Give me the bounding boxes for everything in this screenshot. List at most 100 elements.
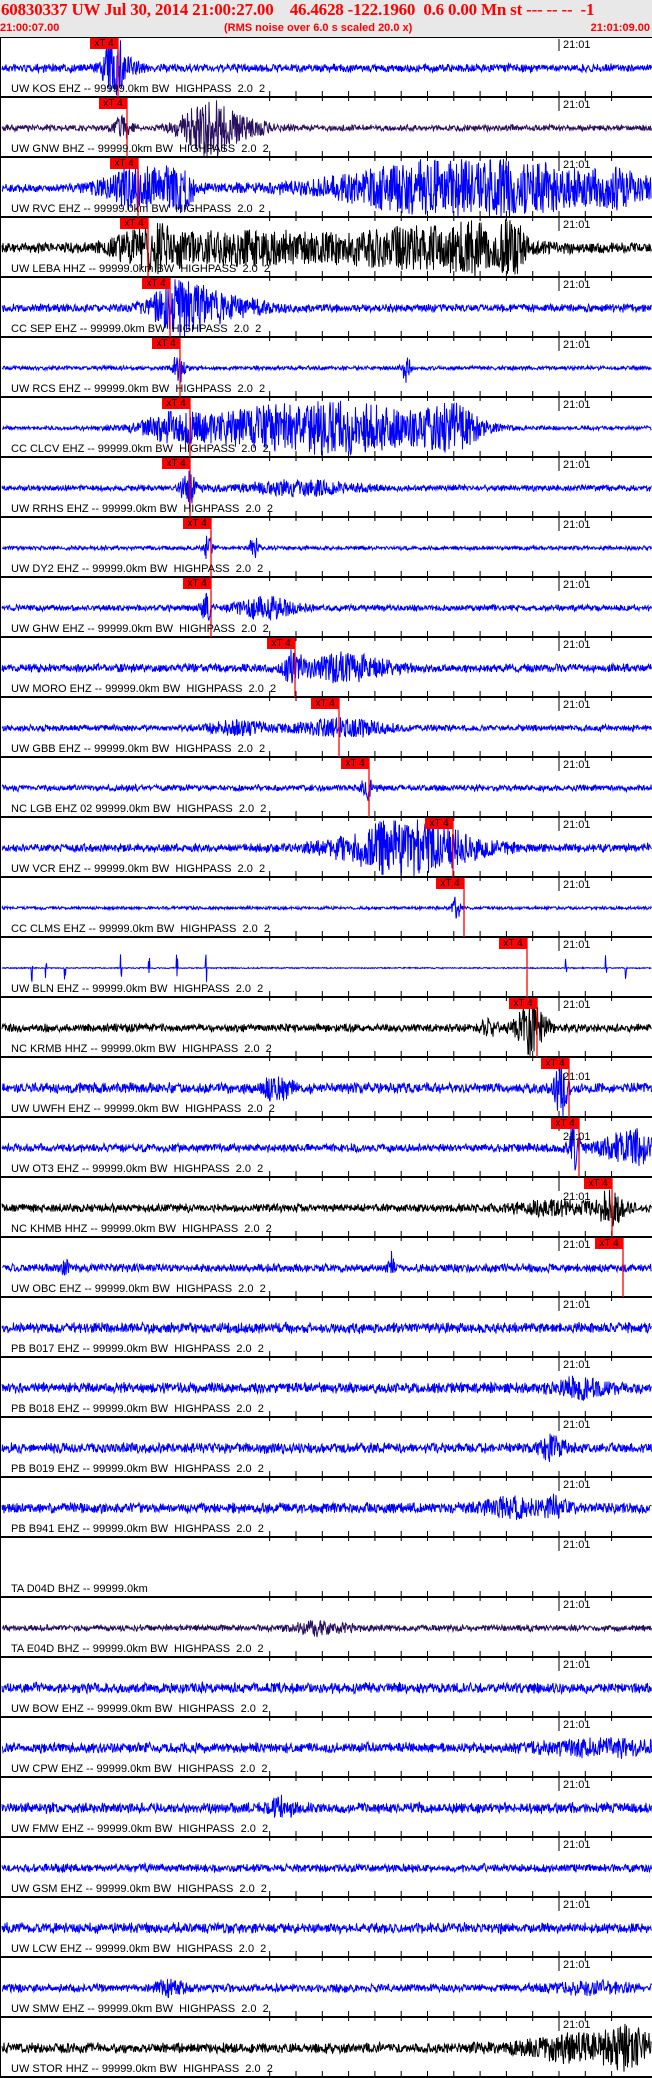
start-time: 21:00:07.00: [0, 22, 60, 34]
waveform-gsm: [1, 1861, 652, 1874]
pick-marker[interactable]: xT 4: [551, 1118, 579, 1129]
minute-label: 21:01: [563, 1599, 591, 1611]
minute-label: 21:01: [563, 1071, 591, 1083]
waveform-ghw: [1, 592, 652, 621]
waveform-vcr: [1, 819, 652, 877]
pick-marker[interactable]: xT 4: [90, 38, 118, 49]
trace-row: [1, 2019, 652, 2078]
station-label: TA D04D BHZ -- 99999.0km: [11, 1583, 148, 1595]
trace-row: [1, 1839, 652, 1901]
minute-label: 21:01: [563, 219, 591, 231]
minute-label: 21:01: [563, 1191, 591, 1203]
minute-label: 21:01: [563, 1239, 591, 1251]
station-label: PB B018 EHZ -- 99999.0km BW HIGHPASS 2.0…: [11, 1403, 264, 1415]
waveform-b941: [1, 1493, 652, 1520]
station-label: UW MORO EHZ -- 99999.0km BW HIGHPASS 2.0…: [11, 683, 277, 695]
minute-label: 21:01: [563, 939, 591, 951]
waveform-bln: [1, 954, 652, 982]
station-label: UW UWFH EHZ -- 99999.0km BW HIGHPASS 2.0…: [11, 1103, 275, 1115]
station-label: CC CLCV EHZ -- 99999.0km BW HIGHPASS 2.0…: [11, 443, 269, 455]
minute-label: 21:01: [563, 399, 591, 411]
waveform-uwfh: [1, 1059, 652, 1117]
pick-marker[interactable]: xT 4: [183, 578, 211, 589]
minute-label: 21:01: [563, 99, 591, 111]
pick-marker[interactable]: xT 4: [425, 818, 453, 829]
trace-row: [1, 758, 652, 821]
minute-label: 21:01: [563, 1779, 591, 1791]
trace-row: [1, 578, 652, 641]
pick-marker[interactable]: xT 4: [110, 158, 138, 169]
pick-marker[interactable]: xT 4: [541, 1058, 569, 1069]
station-label: NC LGB EHZ 02 99999.0km BW HIGHPASS 2.0 …: [11, 803, 267, 815]
station-label: PB B019 EHZ -- 99999.0km BW HIGHPASS 2.0…: [11, 1463, 264, 1475]
station-label: UW DY2 EHZ -- 99999.0km BW HIGHPASS 2.0 …: [11, 563, 264, 575]
minute-label: 21:01: [563, 1659, 591, 1671]
minute-label: 21:01: [563, 1131, 591, 1143]
pick-marker[interactable]: xT 4: [162, 398, 190, 409]
station-label: PB B941 EHZ -- 99999.0km BW HIGHPASS 2.0…: [11, 1523, 264, 1535]
pick-marker[interactable]: xT 4: [499, 938, 527, 949]
waveform-obc: [2, 1250, 652, 1276]
trace-row: [1, 158, 652, 221]
pick-marker[interactable]: xT 4: [267, 638, 295, 649]
station-label: UW BLN EHZ -- 99999.0km BW HIGHPASS 2.0 …: [11, 983, 264, 995]
waveform-rcs: [1, 356, 652, 383]
minute-label: 21:01: [563, 1539, 591, 1551]
pick-marker[interactable]: xT 4: [311, 698, 339, 709]
pick-marker[interactable]: xT 4: [509, 998, 537, 1009]
trace-row: [1, 458, 652, 521]
event-title: 60830337 UW Jul 30, 2014 21:00:27.00 46.…: [1, 0, 595, 19]
trace-row: [1, 218, 652, 281]
trace-row: [1, 1419, 652, 1481]
waveform-b018: [1, 1375, 652, 1401]
pick-marker[interactable]: xT 4: [595, 1238, 623, 1249]
pick-marker[interactable]: xT 4: [341, 758, 369, 769]
pick-marker[interactable]: xT 4: [436, 878, 464, 889]
waveform-moro: [1, 649, 652, 684]
minute-label: 21:01: [563, 1419, 591, 1431]
pick-marker[interactable]: xT 4: [152, 338, 180, 349]
station-label: NC KRMB HHZ -- 99999.0km BW HIGHPASS 2.0…: [11, 1043, 272, 1055]
pick-marker[interactable]: xT 4: [142, 278, 170, 289]
minute-label: 21:01: [563, 1299, 591, 1311]
trace-row: [1, 1959, 652, 2021]
minute-label: 21:01: [563, 579, 591, 591]
station-label: UW GSM EHZ -- 99999.0km BW HIGHPASS 2.0 …: [11, 1883, 267, 1895]
station-label: UW LCW EHZ -- 99999.0km BW HIGHPASS 2.0 …: [11, 1943, 267, 1955]
trace-row: [1, 1899, 652, 1961]
waveform-cpw: [1, 1737, 652, 1759]
waveform-gnw: [1, 100, 652, 157]
trace-row: [1, 1118, 652, 1181]
waveform-gbb: [1, 716, 652, 738]
minute-label: 21:01: [563, 159, 591, 171]
pick-marker[interactable]: xT 4: [183, 518, 211, 529]
station-label: UW LEBA HHZ -- 99999.0km BW HIGHPASS 2.0…: [11, 263, 270, 275]
station-label: UW CPW EHZ -- 99999.0km BW HIGHPASS 2.0 …: [11, 1763, 268, 1775]
waveform-smw: [1, 1978, 652, 1999]
pick-marker[interactable]: xT 4: [162, 458, 190, 469]
waveform-leba: [1, 219, 652, 277]
trace-row: [1, 1539, 652, 1601]
scaling-note: (RMS noise over 6.0 s scaled 20.0 x): [224, 22, 413, 34]
station-label: UW BOW EHZ -- 99999.0km BW HIGHPASS 2.0 …: [11, 1703, 269, 1715]
minute-label: 21:01: [563, 459, 591, 471]
trace-row: [1, 1599, 652, 1661]
minute-label: 21:01: [563, 279, 591, 291]
trace-canvas: [1, 37, 652, 2078]
event-header: 60830337 UW Jul 30, 2014 21:00:27.00 46.…: [0, 0, 652, 37]
trace-row: [1, 1178, 652, 1241]
trace-row: [1, 698, 652, 761]
station-label: UW OT3 EHZ -- 99999.0km BW HIGHPASS 2.0 …: [11, 1163, 264, 1175]
pick-marker[interactable]: xT 4: [99, 98, 127, 109]
waveform-sep: [1, 279, 652, 337]
trace-row: [1, 338, 652, 401]
station-label: UW STOR HHZ -- 99999.0km BW HIGHPASS 2.0…: [11, 2063, 273, 2075]
minute-label: 21:01: [563, 1359, 591, 1371]
station-label: UW VCR EHZ -- 99999.0km BW HIGHPASS 2.0 …: [11, 863, 266, 875]
trace-row: [1, 1719, 652, 1781]
pick-marker[interactable]: xT 4: [120, 218, 148, 229]
station-label: UW RRHS EHZ -- 99999.0km BW HIGHPASS 2.0…: [11, 503, 274, 515]
trace-row: [1, 1779, 652, 1841]
pick-marker[interactable]: xT 4: [584, 1178, 612, 1189]
station-label: PB B017 EHZ -- 99999.0km BW HIGHPASS 2.0…: [11, 1343, 264, 1355]
